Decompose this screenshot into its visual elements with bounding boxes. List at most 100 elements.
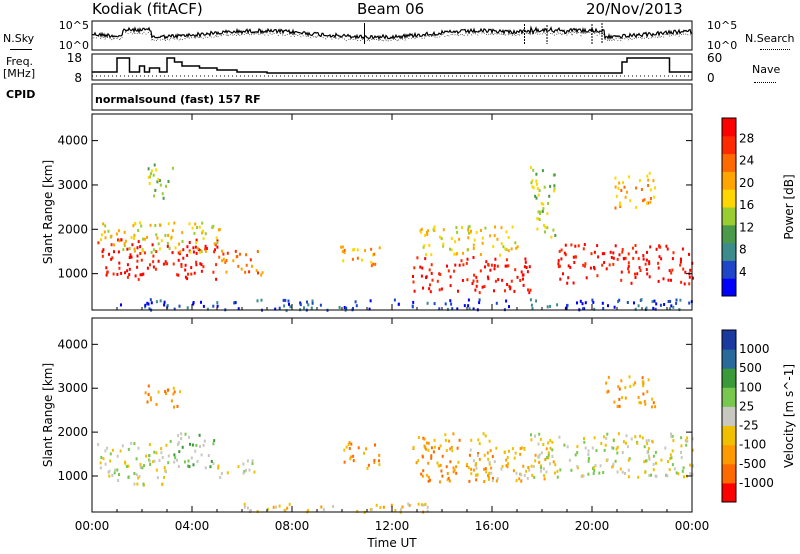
power-panel-cell [505, 264, 508, 268]
power-panel-cell [655, 302, 658, 306]
power-panel-cell [632, 256, 635, 260]
power-panel-cell [413, 266, 416, 270]
power-panel-cell [643, 198, 646, 202]
power-panel-cell [249, 258, 252, 262]
power-panel-cell [493, 289, 495, 293]
power-panel-cell [467, 231, 470, 235]
power-panel-cell [134, 222, 137, 226]
power-panel-cell [433, 302, 436, 306]
power-panel-cell [537, 193, 540, 197]
velocity-panel-cell [619, 467, 622, 471]
velocity-panel-colorbar-swatch [722, 444, 736, 465]
power-panel-cell [244, 270, 247, 274]
power-panel-cell [195, 263, 198, 267]
velocity-panel-cell [553, 471, 556, 475]
power-panel-cell [245, 263, 248, 267]
velocity-panel-cell [519, 472, 521, 476]
velocity-panel-cell [220, 472, 223, 475]
power-panel-cell [614, 176, 617, 180]
power-panel-cell [201, 231, 203, 235]
power-panel-cell [202, 229, 204, 233]
power-panel-cell [492, 245, 495, 249]
power-panel-cell [177, 273, 180, 277]
velocity-panel-cell [366, 466, 369, 470]
power-panel-cell [319, 303, 322, 307]
velocity-panel-cell [528, 468, 531, 472]
power-panel-cell [149, 298, 152, 302]
velocity-panel-cell [581, 474, 584, 478]
power-panel-cell [131, 243, 134, 247]
power-panel-cell [620, 270, 623, 274]
power-panel-cell [505, 230, 508, 234]
velocity-panel-cell [474, 473, 477, 477]
velocity-panel-cell [106, 446, 109, 450]
velocity-panel-cell [378, 463, 381, 467]
power-panel-cell [284, 298, 287, 302]
velocity-panel-cell [370, 508, 373, 512]
velocity-panel-cell [401, 505, 404, 509]
velocity-panel-cell [458, 438, 461, 442]
velocity-panel-cell [167, 461, 170, 465]
power-panel-cell [446, 307, 449, 311]
velocity-panel-cell [485, 470, 488, 474]
velocity-panel-cell [426, 509, 429, 513]
power-panel-cell [458, 263, 461, 267]
velocity-panel-cell [109, 459, 112, 463]
power-panel-cell [576, 301, 578, 305]
power-panel-cell [635, 205, 638, 209]
power-panel-cell [126, 263, 129, 267]
power-panel-cell [529, 166, 532, 169]
power-panel-cell [444, 302, 447, 306]
velocity-panel-cell [683, 475, 685, 479]
power-panel-cell [137, 229, 140, 232]
power-panel-cell [110, 257, 113, 261]
velocity-panel-cell [139, 463, 142, 466]
power-panel-cell [153, 163, 156, 167]
velocity-panel-cell [138, 475, 141, 478]
power-panel-cell [171, 251, 174, 255]
time-tick-label: 12:00 [375, 519, 410, 533]
power-panel-cell [543, 223, 545, 227]
power-panel-cell [364, 249, 366, 253]
power-panel-cell [152, 248, 155, 252]
velocity-panel-cell [137, 446, 140, 450]
power-panel-cell [205, 247, 208, 250]
velocity-panel-cell [417, 436, 420, 439]
velocity-panel-cell [164, 390, 167, 394]
power-panel-cell [372, 253, 375, 257]
power-panel-cell [430, 263, 433, 267]
power-panel-cell [154, 267, 157, 271]
velocity-panel-cell [212, 462, 215, 466]
velocity-panel-cell [515, 479, 518, 483]
power-panel-cell [627, 270, 630, 274]
velocity-panel-cell [125, 464, 128, 468]
power-panel-cell [146, 235, 148, 239]
velocity-panel-cell [444, 438, 447, 442]
power-panel-cell [671, 257, 674, 261]
power-panel-cell [307, 303, 310, 307]
power-panel-cell [648, 262, 651, 266]
power-panel-cell [672, 251, 675, 255]
power-panel-cell [162, 262, 165, 266]
velocity-panel-cell [237, 465, 240, 469]
cpid-panel-frame [91, 83, 693, 111]
power-panel-cell [654, 186, 656, 190]
power-panel-cell [100, 238, 102, 242]
power-colorbar-label: Power [dB] [782, 174, 796, 239]
velocity-panel-cell [547, 456, 550, 460]
power-panel-cell [642, 254, 645, 258]
power-panel-cell [122, 248, 125, 252]
power-panel-cell [173, 221, 176, 225]
power-panel-cell [420, 230, 423, 234]
power-panel-cell [583, 264, 586, 268]
velocity-panel-cell [466, 462, 469, 466]
velocity-panel-cell [163, 475, 165, 479]
power-panel-cell [675, 298, 678, 302]
power-panel-cell [530, 181, 533, 185]
power-colorbar-tick: 28 [739, 131, 754, 145]
velocity-panel-colorbar-swatch [722, 463, 736, 484]
power-panel-cell [506, 283, 509, 286]
velocity-panel-cell [636, 441, 639, 445]
power-panel-cell [128, 273, 131, 277]
velocity-panel-cell [627, 468, 630, 472]
